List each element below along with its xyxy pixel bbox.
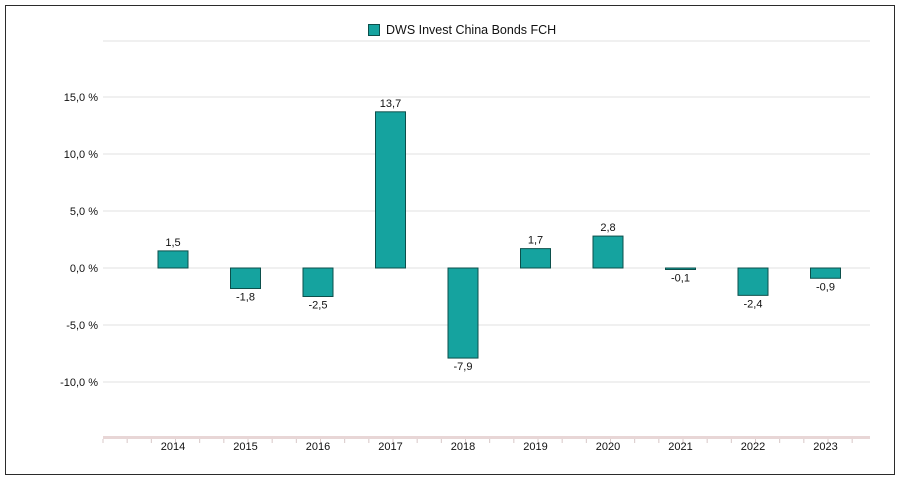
x-axis-line [103,436,870,439]
bar [592,235,624,269]
bar [302,267,334,297]
x-tick-label: 2015 [233,441,257,453]
bar [665,267,696,270]
x-tick-label: 2018 [451,441,475,453]
bar-value-label: 1,5 [165,237,180,249]
legend-swatch [368,24,380,36]
bar-value-label: -0,9 [816,281,835,293]
bar-value-label: -2,4 [744,298,763,310]
x-tick-label: 2019 [523,441,547,453]
legend-label: DWS Invest China Bonds FCH [386,23,557,37]
bar-value-label: 13,7 [380,98,401,110]
bar-value-label: -1,8 [236,292,255,304]
x-tick-label: 2021 [668,441,692,453]
x-tick-label: 2023 [813,441,837,453]
bar-value-label: 1,7 [528,235,543,247]
bar [447,267,479,359]
bar [810,267,841,279]
bar [520,248,551,269]
bar [230,267,261,290]
bar [157,250,189,269]
x-tick-label: 2016 [306,441,330,453]
bar-value-label: -2,5 [309,300,328,312]
y-tick-label: 10,0 % [64,149,98,161]
bar [375,111,406,269]
x-tick-label: 2017 [378,441,402,453]
bar-value-label: 2,8 [600,222,615,234]
chart-legend: DWS Invest China Bonds FCH [368,21,556,39]
y-tick-label: 5,0 % [70,206,98,218]
chart-frame: DWS Invest China Bonds FCH [5,5,895,475]
x-tick-label: 2014 [161,441,185,453]
bar [737,267,769,296]
y-tick-label: -10,0 % [60,377,98,389]
x-tick-label: 2020 [596,441,620,453]
x-tick-label: 2022 [741,441,765,453]
y-tick-label: 0,0 % [70,263,98,275]
bar-value-label: -0,1 [671,273,690,285]
bar-value-label: -7,9 [454,361,473,373]
y-tick-label: -5,0 % [66,320,98,332]
y-tick-label: 15,0 % [64,92,98,104]
